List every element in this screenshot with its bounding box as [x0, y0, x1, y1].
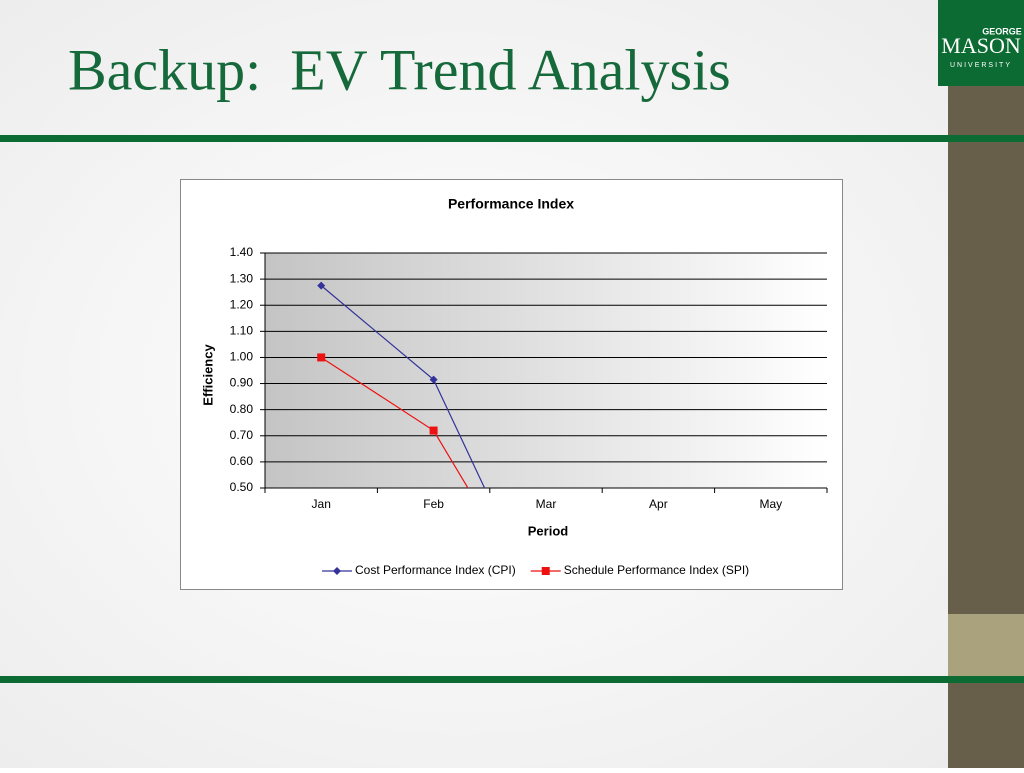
marker: [317, 353, 326, 362]
logo-top: GEORGE: [982, 26, 1022, 36]
chart-title: Performance Index: [448, 196, 574, 212]
logo-bottom: UNIVERSITY: [950, 62, 1012, 69]
marker: [429, 375, 438, 384]
marker: [429, 426, 438, 435]
y-tick-label: 1.40: [230, 245, 254, 259]
y-tick-label: 0.80: [230, 402, 254, 416]
side-band: [948, 614, 1024, 676]
legend-marker: [333, 567, 341, 575]
y-tick-label: 1.00: [230, 350, 254, 364]
marker: [317, 281, 326, 290]
y-tick-label: 0.90: [230, 376, 254, 390]
chart: 0.50 0.60 0.70 0.80 0.90 1.00 1.10 1.20 1.30 1.40…: [230, 245, 828, 577]
x-tick-label: Feb: [423, 497, 444, 511]
legend-label: Cost Performance Index (CPI): [355, 563, 516, 577]
x-tick-label: Mar: [536, 497, 557, 511]
x-axis-label: Period: [528, 523, 569, 538]
y-tick-label: 0.50: [230, 480, 254, 494]
y-tick-label: 1.10: [230, 324, 254, 338]
y-tick-label: 0.70: [230, 428, 254, 442]
legend-label: Schedule Performance Index (SPI): [564, 563, 749, 577]
plot-area: [265, 253, 827, 488]
y-tick-label: 1.20: [230, 297, 254, 311]
series-group: [317, 281, 486, 488]
legend-marker: [541, 567, 550, 575]
y-tick-label: 1.30: [230, 271, 254, 285]
x-tick-label: Jan: [312, 497, 331, 511]
slide-title: Backup: EV Trend Analysis: [68, 37, 731, 102]
x-tick-label: May: [759, 497, 782, 511]
rule-bottom: [0, 676, 1024, 683]
y-axis-label: Efficiency: [200, 344, 215, 406]
rule-top: [0, 135, 1024, 142]
logo-main: MASON: [941, 33, 1021, 58]
x-tick-label: Apr: [649, 497, 668, 511]
y-tick-label: 0.60: [230, 454, 254, 468]
logo-box: [938, 0, 1024, 86]
